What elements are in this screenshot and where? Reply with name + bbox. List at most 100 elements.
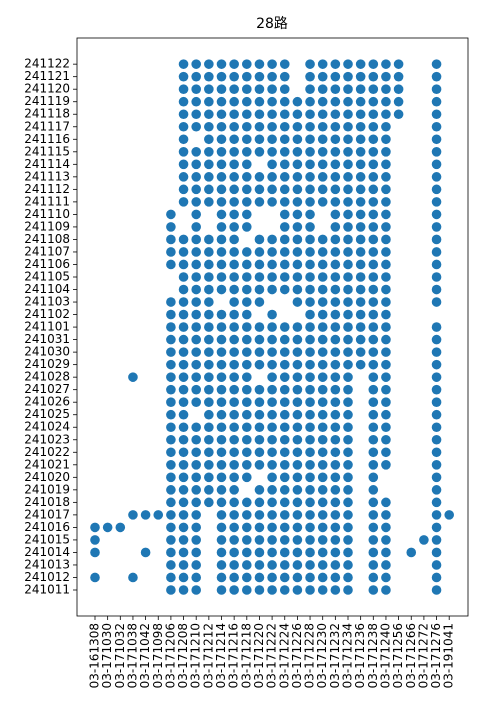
point [343,422,353,433]
point [368,84,379,94]
y-tick-label: 241119 [24,94,70,108]
point [431,259,442,270]
point [343,522,353,533]
point [191,222,201,232]
point [305,222,315,232]
point [305,209,315,220]
point [216,447,227,458]
point [204,397,214,408]
point [279,222,290,232]
y-tick-label: 241011 [24,583,70,597]
point [368,234,379,245]
point [178,447,189,458]
point [431,234,442,245]
point [216,510,227,520]
point [229,272,239,282]
point [191,334,201,345]
point [330,422,341,433]
point [254,284,265,295]
point [229,96,239,107]
point [343,121,353,132]
point [330,272,341,282]
point [128,510,138,520]
point [242,71,252,82]
point [330,147,341,157]
point [191,560,201,570]
point [102,522,113,533]
point [431,147,442,157]
point [330,309,341,320]
y-tick-label: 241104 [24,282,70,296]
y-tick-label: 241025 [24,407,70,421]
point [330,447,341,458]
y-tick-label: 241014 [24,545,70,559]
point [305,234,315,245]
y-tick-label: 241106 [24,257,70,271]
point [204,409,214,420]
point [317,272,328,282]
point [368,109,379,120]
point [216,560,227,570]
point [90,535,100,545]
point [242,510,252,520]
point [431,272,442,282]
point [381,447,391,458]
point [317,184,328,195]
point [381,84,391,94]
y-tick-label: 241101 [24,320,70,334]
y-tick-label: 241108 [24,232,70,246]
point [292,259,303,270]
point [267,359,277,370]
point [166,372,176,382]
point [242,159,252,170]
point [191,172,201,182]
point [393,96,404,107]
point [305,485,315,495]
y-tick-label: 241105 [24,270,70,284]
point [267,197,277,207]
point [431,460,442,470]
point [254,359,265,370]
point [216,59,227,69]
point [431,472,442,483]
y-tick-label: 241122 [24,57,70,71]
point [216,259,227,270]
x-tick-label: 03-171256 [391,623,405,688]
point [216,272,227,282]
point [178,172,189,182]
point [368,372,379,382]
x-tick-label: 03-161308 [88,623,102,688]
point [279,397,290,408]
point [343,259,353,270]
point [216,397,227,408]
point [254,322,265,332]
point [292,422,303,433]
point [381,560,391,570]
point [330,172,341,182]
point [368,422,379,433]
point [254,247,265,257]
point [229,572,239,583]
point [343,209,353,220]
point [279,522,290,533]
x-tick-label: 03-171038 [125,623,139,688]
y-tick-label: 241030 [24,345,70,359]
point [292,522,303,533]
point [368,359,379,370]
point [267,397,277,408]
y-tick-label: 241020 [24,470,70,484]
x-tick-label: 03-171236 [353,623,367,688]
point [216,147,227,157]
point [178,96,189,107]
point [242,372,252,382]
point [305,572,315,583]
point [317,71,328,82]
point [204,347,214,357]
point [267,184,277,195]
point [254,259,265,270]
point [204,272,214,282]
point [242,384,252,395]
point [330,259,341,270]
x-tick-label: 03-171266 [404,623,418,688]
point [178,247,189,257]
